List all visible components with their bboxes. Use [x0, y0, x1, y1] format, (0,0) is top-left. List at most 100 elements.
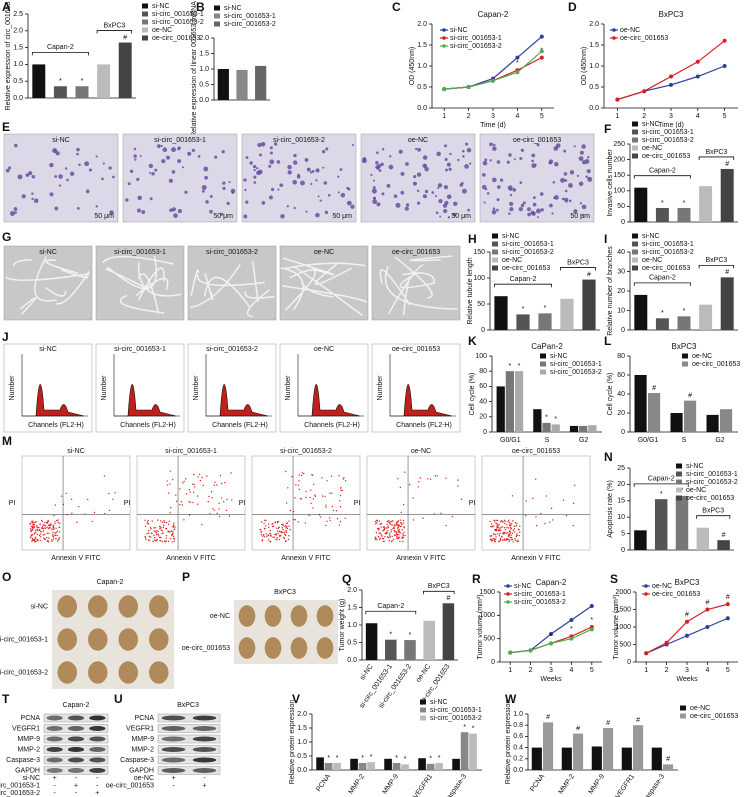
event [331, 492, 333, 494]
event [56, 534, 58, 537]
cell [52, 148, 58, 154]
event [58, 522, 61, 525]
event [43, 538, 46, 540]
band [192, 757, 217, 763]
event [391, 524, 393, 526]
series-line [444, 50, 543, 90]
event [42, 534, 45, 536]
cell [205, 200, 209, 204]
event [565, 514, 568, 517]
event [52, 538, 55, 540]
image [21, 455, 131, 551]
tumor [148, 595, 169, 618]
bar [579, 425, 588, 432]
bar [316, 757, 324, 770]
cell [393, 194, 398, 198]
event [54, 534, 57, 537]
y-axis-label: Relative protein expression [289, 700, 296, 785]
event [179, 488, 181, 490]
significance-mark: * [660, 491, 663, 498]
group-bracket [696, 515, 731, 519]
cell [221, 150, 225, 154]
event [544, 522, 546, 525]
panel-title: BxPC3 [177, 702, 199, 709]
event [212, 508, 214, 510]
bar [367, 762, 375, 770]
y-tick-label: 100 [475, 353, 487, 360]
event [172, 479, 174, 481]
event [339, 506, 342, 508]
event [294, 519, 297, 521]
bar [569, 425, 579, 432]
event [52, 526, 55, 529]
event [325, 506, 327, 508]
event [36, 539, 38, 541]
bar [365, 623, 378, 660]
event [32, 522, 34, 524]
series-line [617, 40, 725, 101]
cell [378, 169, 382, 173]
event [267, 526, 270, 529]
cell [54, 206, 59, 211]
cell [148, 163, 154, 169]
event [509, 532, 511, 535]
event [51, 540, 53, 543]
legend-swatch [682, 361, 688, 367]
image-label: si-NC [39, 249, 57, 256]
y-tick-label: 2.0 [417, 21, 427, 28]
event [277, 520, 280, 523]
legend-swatch [442, 28, 446, 32]
event [265, 520, 267, 522]
tumor [238, 605, 256, 627]
tumor [238, 637, 256, 659]
significance-mark: * [683, 308, 686, 315]
event [47, 527, 50, 530]
legend-label: oe-circ_001653 [652, 591, 700, 598]
y-tick-label: 5 [621, 530, 625, 537]
cell [346, 200, 352, 206]
image-label: si-NC [39, 346, 57, 353]
cell [325, 147, 329, 151]
group-bracket [494, 283, 552, 288]
event [168, 520, 171, 523]
event [389, 522, 391, 524]
bar [533, 409, 542, 432]
cell [499, 178, 504, 182]
y-tick-label: 1.5 [347, 604, 357, 611]
event [389, 523, 392, 526]
legend-swatch [680, 705, 686, 711]
bar [633, 725, 644, 770]
legend-label: si-NC [642, 233, 660, 240]
cell [14, 143, 18, 148]
event [445, 477, 447, 479]
event [492, 538, 494, 540]
event [282, 528, 284, 531]
event [41, 526, 44, 528]
legend-swatch [492, 241, 498, 247]
band [192, 747, 217, 752]
cell [31, 192, 34, 195]
cell [54, 175, 58, 178]
x-tick-label: 5 [590, 667, 594, 674]
event [305, 490, 307, 493]
event [171, 534, 173, 537]
event [172, 525, 174, 527]
event [402, 536, 405, 539]
panel-letter: E [2, 120, 10, 134]
event [30, 529, 32, 532]
event [338, 524, 341, 526]
event [434, 475, 437, 477]
cell [293, 160, 298, 165]
y-axis-label: Cell cycle (%) [469, 373, 476, 416]
event [378, 527, 380, 530]
event [377, 528, 380, 531]
panel-letter: W [505, 692, 517, 706]
cell [112, 175, 115, 179]
event [263, 536, 266, 538]
cell [530, 210, 535, 215]
event [515, 536, 517, 538]
y-axis-label: Number [101, 375, 108, 401]
event [268, 532, 271, 535]
cell [527, 212, 532, 217]
event [43, 533, 46, 536]
